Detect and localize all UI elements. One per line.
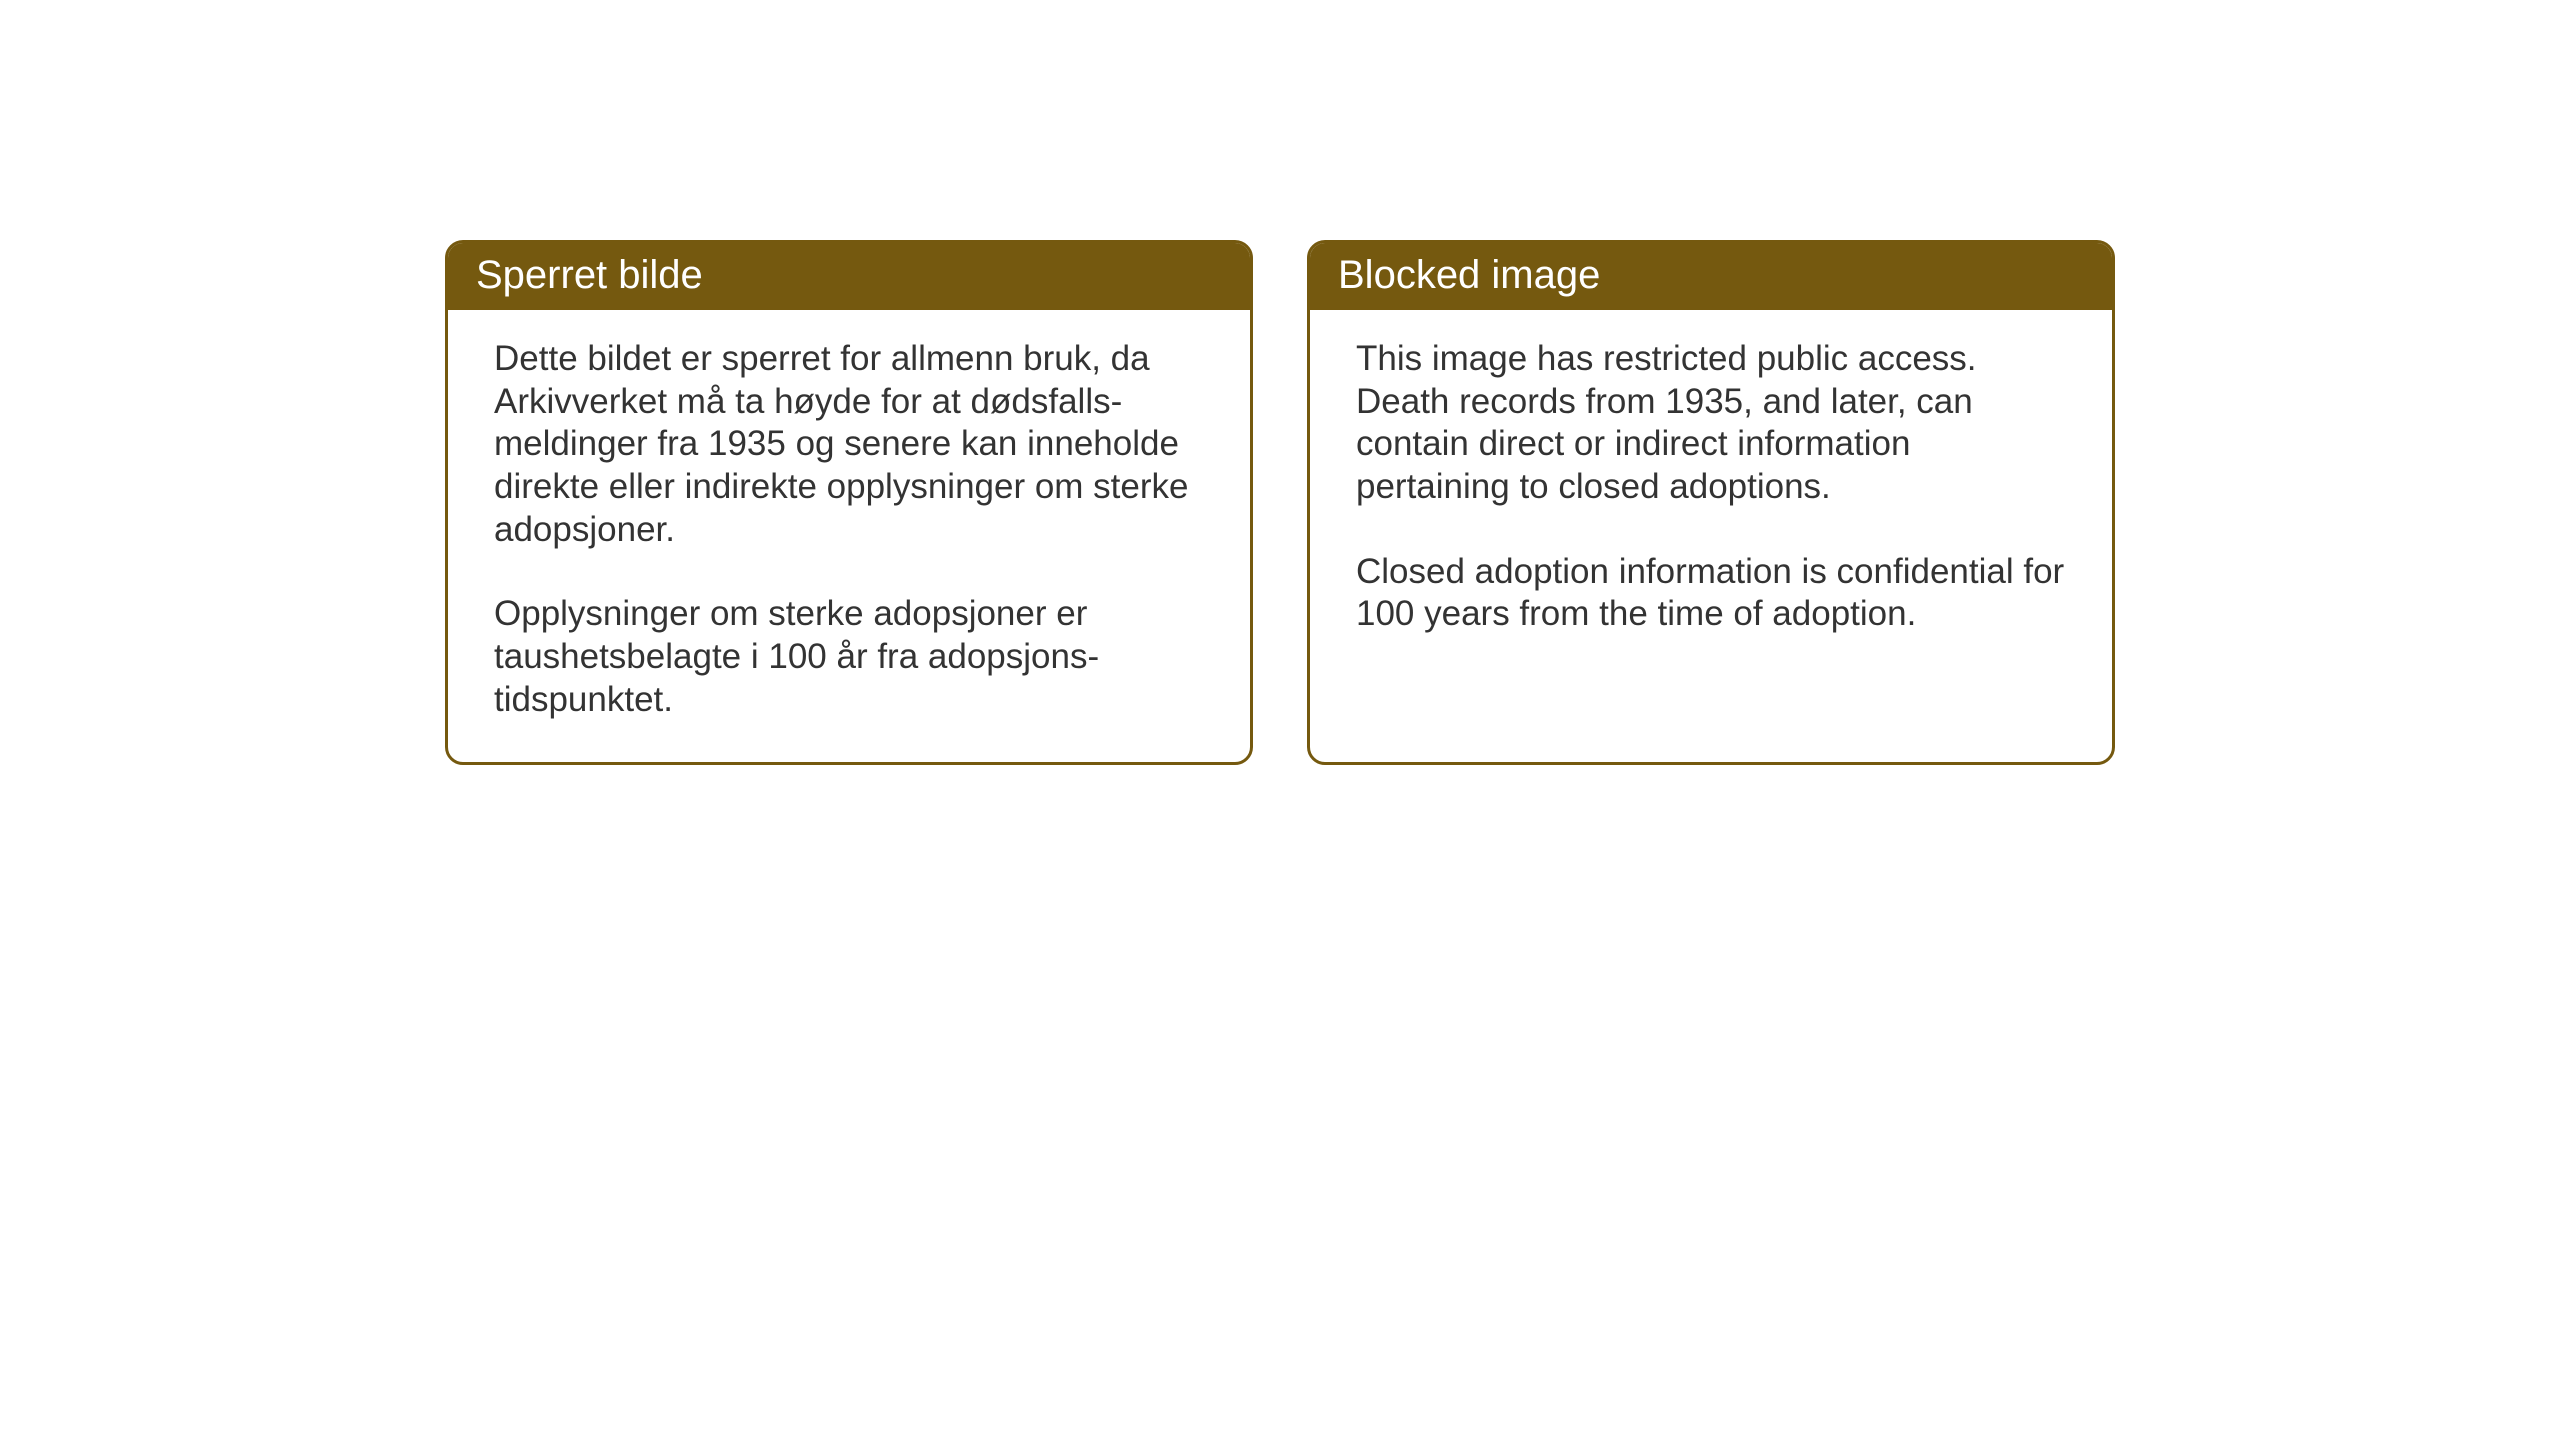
notice-paragraph-1-english: This image has restricted public access.… [1356, 338, 2066, 509]
notice-card-norwegian: Sperret bilde Dette bildet er sperret fo… [445, 240, 1253, 765]
notice-body-norwegian: Dette bildet er sperret for allmenn bruk… [448, 310, 1250, 762]
notice-body-english: This image has restricted public access.… [1310, 310, 2112, 762]
notice-header-english: Blocked image [1310, 243, 2112, 310]
notice-container: Sperret bilde Dette bildet er sperret fo… [445, 240, 2115, 765]
notice-card-english: Blocked image This image has restricted … [1307, 240, 2115, 765]
notice-paragraph-1-norwegian: Dette bildet er sperret for allmenn bruk… [494, 338, 1204, 551]
notice-paragraph-2-english: Closed adoption information is confident… [1356, 551, 2066, 636]
notice-header-norwegian: Sperret bilde [448, 243, 1250, 310]
notice-paragraph-2-norwegian: Opplysninger om sterke adopsjoner er tau… [494, 593, 1204, 721]
notice-title-english: Blocked image [1338, 253, 1600, 297]
notice-title-norwegian: Sperret bilde [476, 253, 703, 297]
